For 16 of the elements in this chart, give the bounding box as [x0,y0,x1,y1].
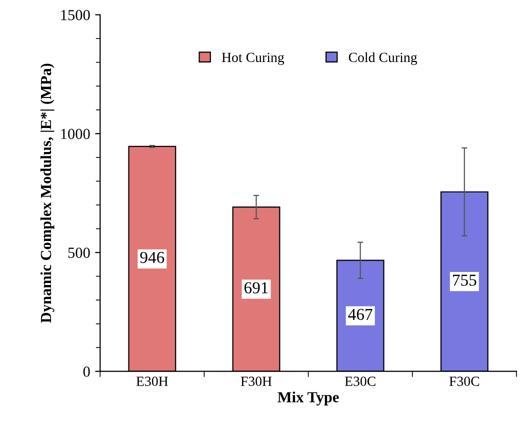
data-label: 755 [453,274,476,286]
y-tick-label: 0 [83,366,90,377]
data-label: 691 [244,282,268,294]
y-tick-label: 500 [68,248,90,258]
x-axis-title: Mix Type [278,392,339,406]
y-axis-title: Dynamic Complex Modulus, |E*| (MPa) [40,64,54,323]
y-tick-label: 1500 [61,10,90,20]
x-tick-label: E30C [344,376,376,386]
y-tick-label: 1000 [61,128,90,140]
legend-label: Hot Curing [222,52,284,65]
x-tick-label: E30H [136,376,168,386]
legend-label: Cold Curing [348,52,418,65]
data-label: 467 [348,308,372,320]
x-tick-label: F30C [449,376,480,386]
x-tick-label: F30H [240,376,272,386]
data-label: 946 [140,252,164,264]
